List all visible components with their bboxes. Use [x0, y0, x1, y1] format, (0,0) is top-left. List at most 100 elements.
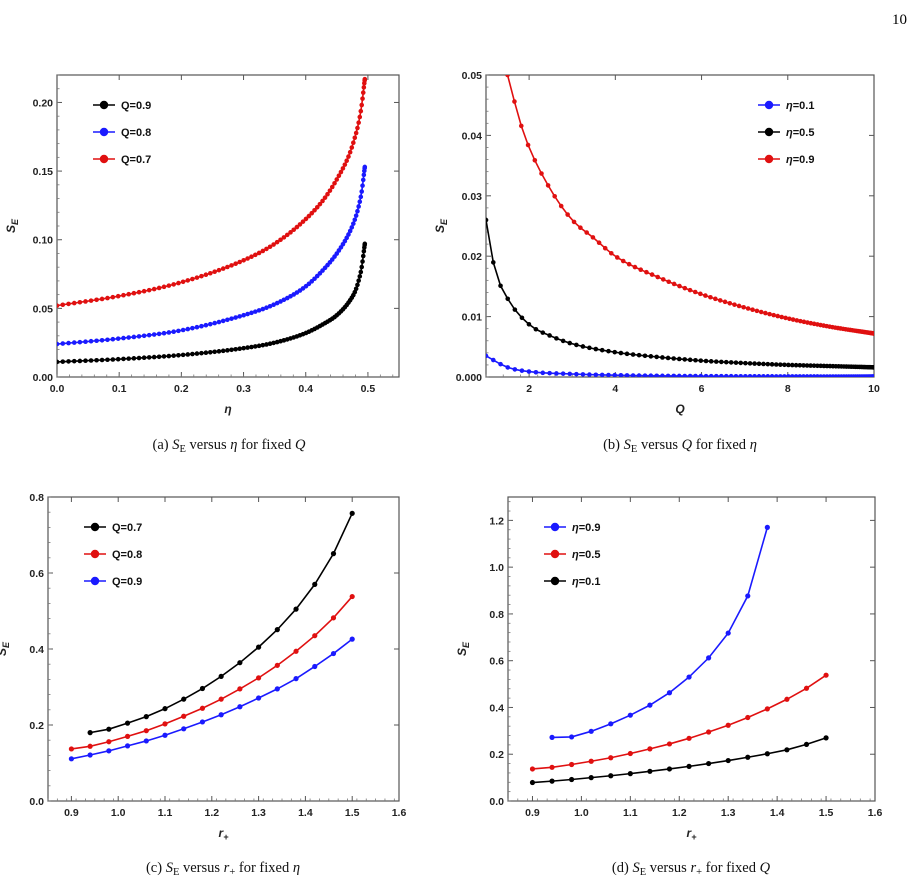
data-point: [162, 732, 168, 738]
x-tick-label: 1.1: [623, 807, 638, 819]
y-tick-label: 0.6: [29, 568, 44, 580]
data-point: [761, 361, 766, 367]
x-tick-label: 0.9: [64, 807, 79, 819]
legend-label: η=0.1: [572, 576, 600, 588]
data-point: [146, 355, 152, 360]
data-point: [162, 706, 168, 712]
data-point: [330, 615, 337, 621]
data-point: [71, 300, 77, 306]
data-point: [180, 352, 186, 358]
data-point: [752, 374, 757, 377]
data-point: [225, 317, 230, 323]
data-point: [360, 90, 366, 95]
data-point: [686, 735, 692, 741]
data-point: [359, 189, 365, 194]
data-point: [624, 351, 630, 357]
data-point: [99, 296, 105, 302]
data-point: [352, 135, 358, 141]
data-point: [578, 225, 583, 231]
data-point: [743, 373, 748, 377]
data-point: [549, 764, 555, 770]
x-tick-label: 0.2: [174, 383, 189, 395]
y-tick-label: 1.2: [489, 515, 504, 527]
data-point: [203, 272, 209, 278]
data-point: [533, 369, 539, 375]
data-point: [725, 722, 731, 728]
legend-label: η=0.5: [572, 549, 600, 561]
data-point: [241, 345, 246, 351]
y-tick-label: 0.15: [33, 166, 54, 178]
data-point: [199, 685, 206, 692]
data-point: [769, 362, 775, 367]
data-point: [773, 374, 779, 377]
data-point: [344, 158, 349, 163]
x-axis-label: r+​: [687, 826, 698, 842]
data-point: [314, 204, 320, 210]
data-point: [237, 346, 242, 352]
data-point: [245, 256, 250, 261]
data-point: [529, 766, 536, 772]
data-point: [68, 756, 74, 762]
data-point: [547, 333, 552, 338]
data-point: [361, 248, 367, 254]
data-point: [717, 298, 723, 303]
data-point: [738, 360, 744, 366]
data-point: [706, 655, 712, 661]
data-point: [146, 287, 152, 293]
data-point: [612, 349, 618, 355]
data-point: [725, 757, 731, 764]
data-point: [549, 734, 555, 740]
legend-marker: [550, 522, 560, 532]
data-point: [519, 315, 525, 321]
data-point: [602, 245, 608, 251]
data-point: [727, 300, 733, 306]
data-point: [498, 361, 503, 367]
data-point: [320, 198, 325, 204]
data-point: [83, 339, 88, 344]
data-point: [682, 357, 688, 362]
data-point: [249, 344, 254, 350]
data-point: [68, 746, 74, 752]
legend-label: Q=0.8: [121, 127, 151, 139]
data-point: [638, 267, 644, 273]
data-point: [253, 344, 258, 349]
data-point: [498, 283, 503, 289]
data-point: [636, 373, 642, 377]
legend-label: Q=0.9: [112, 576, 142, 588]
data-point: [608, 755, 614, 761]
data-point: [131, 334, 137, 340]
data-point: [225, 348, 230, 353]
data-point: [220, 318, 226, 324]
data-point: [99, 357, 105, 363]
plot-area: [529, 524, 829, 786]
data-point: [110, 336, 116, 342]
data-point: [545, 183, 551, 188]
data-point: [708, 373, 714, 377]
data-point: [642, 353, 648, 359]
data-point: [745, 593, 751, 599]
data-point: [362, 164, 368, 170]
data-point: [871, 331, 874, 336]
x-axis-label: η: [224, 402, 231, 416]
data-point: [136, 289, 142, 295]
data-point: [798, 318, 803, 324]
data-point: [491, 357, 496, 363]
data-point: [233, 315, 238, 320]
data-point: [212, 320, 217, 326]
data-point: [803, 685, 810, 691]
data-point: [676, 373, 682, 377]
data-point: [723, 373, 729, 377]
data-point: [725, 630, 731, 636]
data-point: [708, 359, 714, 364]
data-point: [274, 339, 280, 345]
data-point: [216, 267, 222, 273]
data-point: [618, 372, 624, 377]
data-point: [181, 713, 187, 719]
data-point: [166, 283, 172, 288]
data-point: [765, 374, 771, 377]
data-point: [693, 357, 698, 363]
data-point: [146, 332, 152, 338]
data-point: [660, 355, 665, 360]
data-point: [687, 357, 693, 363]
